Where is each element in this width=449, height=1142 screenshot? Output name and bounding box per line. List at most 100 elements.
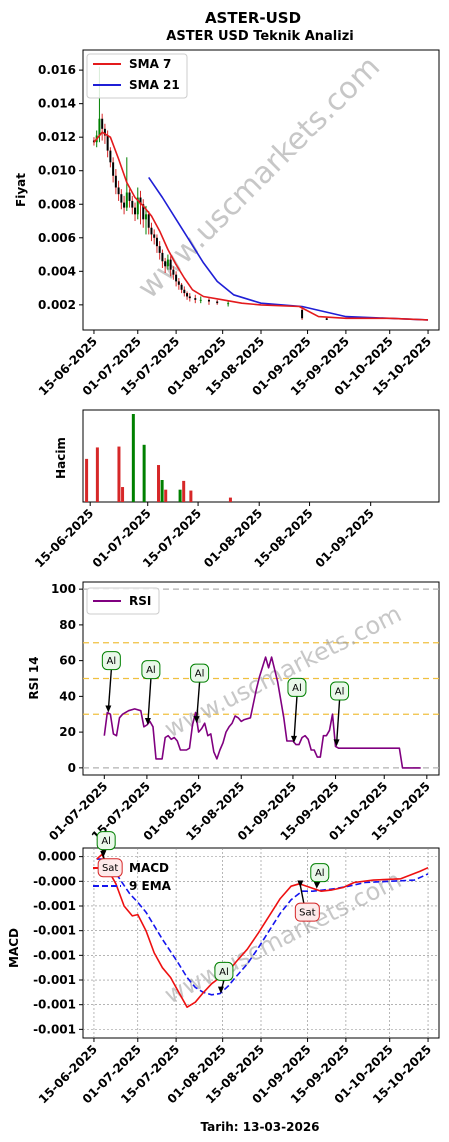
volume-bar [228,497,232,502]
rsi-annotation-arrowhead [144,717,151,725]
candle-body [117,187,120,195]
macd-y-tick-label: 0.000 [38,850,76,864]
candle-body [150,227,153,235]
macd-annotation-label: Al [219,967,229,978]
rsi-y-tick-label: 0 [68,761,76,775]
legend-label-sma21: SMA 21 [129,78,180,92]
macd-annotation-arrowhead [297,880,304,888]
rsi-y-tick-label: 100 [51,582,76,596]
rsi-annotation-arrowhead [105,705,112,713]
candle-body [180,284,183,290]
candle-body [144,214,147,220]
price-y-axis-label: Fiyat [14,173,28,207]
candle-body [164,261,167,267]
candle-body [175,274,178,282]
macd-annotation-label: Sat [102,863,118,874]
price-y-tick-label: 0.006 [38,231,76,245]
volume-bar [178,489,182,502]
candle-body [125,192,128,208]
rsi-legend-box [86,587,160,615]
macd-annotation-label: Sat [299,908,315,919]
rsi-y-tick-label: 20 [59,725,76,739]
rsi-annotation-label: Al [146,665,156,676]
candle-body [139,197,142,205]
price-y-tick-label: 0.004 [38,264,76,278]
macd-y-tick-label: -0.001 [33,998,76,1012]
rsi-annotation-arrow [195,682,201,722]
rsi-annotation-arrowhead [290,735,297,743]
candle-body [98,118,101,136]
candle-body [120,194,123,203]
footer-date: Tarih: 13-03-2026 [200,1120,319,1134]
candle-body [199,299,202,301]
candle-body [136,197,139,215]
rsi-legend: RSI [86,587,160,615]
rsi-y-axis-label: RSI 14 [27,656,41,699]
volume-bar [189,490,193,502]
price-y-tick-label: 0.012 [38,130,76,144]
rsi-annotation-arrowhead [193,716,200,724]
rsi-annotation-label: Al [195,669,205,680]
legend-label-rsi: RSI [129,594,151,608]
candle-body [109,150,112,163]
legend-label-ema: 9 EMA [129,879,172,893]
volume-panel: 15-06-202501-07-202515-07-202501-08-2025… [32,409,440,570]
candle-body [177,281,180,285]
volume-bar [142,444,146,502]
rsi-y-tick-label: 40 [59,689,76,703]
volume-bar [160,480,164,502]
price-y-tick-label: 0.016 [38,63,76,77]
volume-bar [117,446,121,502]
macd-annotation-box [96,831,116,851]
legend-label-sma7: SMA 7 [129,57,171,71]
rsi-y-tick-label: 80 [59,618,76,632]
volume-x-tick-label: 01-09-2025 [313,506,377,570]
candle-body [188,296,191,299]
volume-x-tick-label: 15-06-2025 [32,506,96,570]
rsi-annotation-box [287,677,307,697]
candle-body [147,214,150,228]
candle-body [131,200,134,208]
volume-bar [157,465,161,502]
macd-y-axis-label: MACD [7,928,21,968]
macd-annotation-arrowhead [217,986,224,994]
candle-body [325,318,328,320]
candle-body [194,298,197,300]
candle-body [103,128,106,136]
macd-y-tick-label: -0.000 [33,874,76,888]
price-y-tick-label: 0.002 [38,298,76,312]
candle-body [227,303,230,305]
rsi-annotation-box [101,651,121,671]
volume-bar [85,458,89,502]
rsi-annotation-box [190,663,210,683]
macd-annotation-arrowhead [313,881,320,889]
candle-body [186,293,189,297]
macd-annotation-box [214,961,234,981]
candle-body [161,252,164,262]
candle-body [106,135,109,151]
macd-y-tick-label: -0.001 [33,924,76,938]
candle-body [101,118,104,129]
volume-bar [164,489,168,502]
chart-subtitle: ASTER USD Teknik Analizi [166,29,353,44]
candle-body [114,175,117,188]
rsi-y-tick-label: 60 [59,654,76,668]
rsi-annotation-arrowhead [333,739,340,747]
rsi-line [103,656,421,769]
volume-axes-frame [82,409,440,503]
candle-body [169,259,172,270]
legend-label-macd: MACD [129,861,169,875]
volume-bar [182,480,186,502]
price-panel: www.uscmarkets.com 0.0020.0040.0060.0080… [14,49,440,398]
chart-title: ASTER-USD [205,9,301,27]
candle-body [123,202,126,208]
macd-y-tick-label: -0.001 [33,973,76,987]
volume-bar [131,414,135,502]
sma7-line [93,131,429,321]
candle-body [134,207,137,215]
macd-annotation-arrowhead [100,850,107,858]
price-y-tick-label: 0.014 [38,97,76,111]
volume-y-axis-label: Hacim [54,437,68,479]
